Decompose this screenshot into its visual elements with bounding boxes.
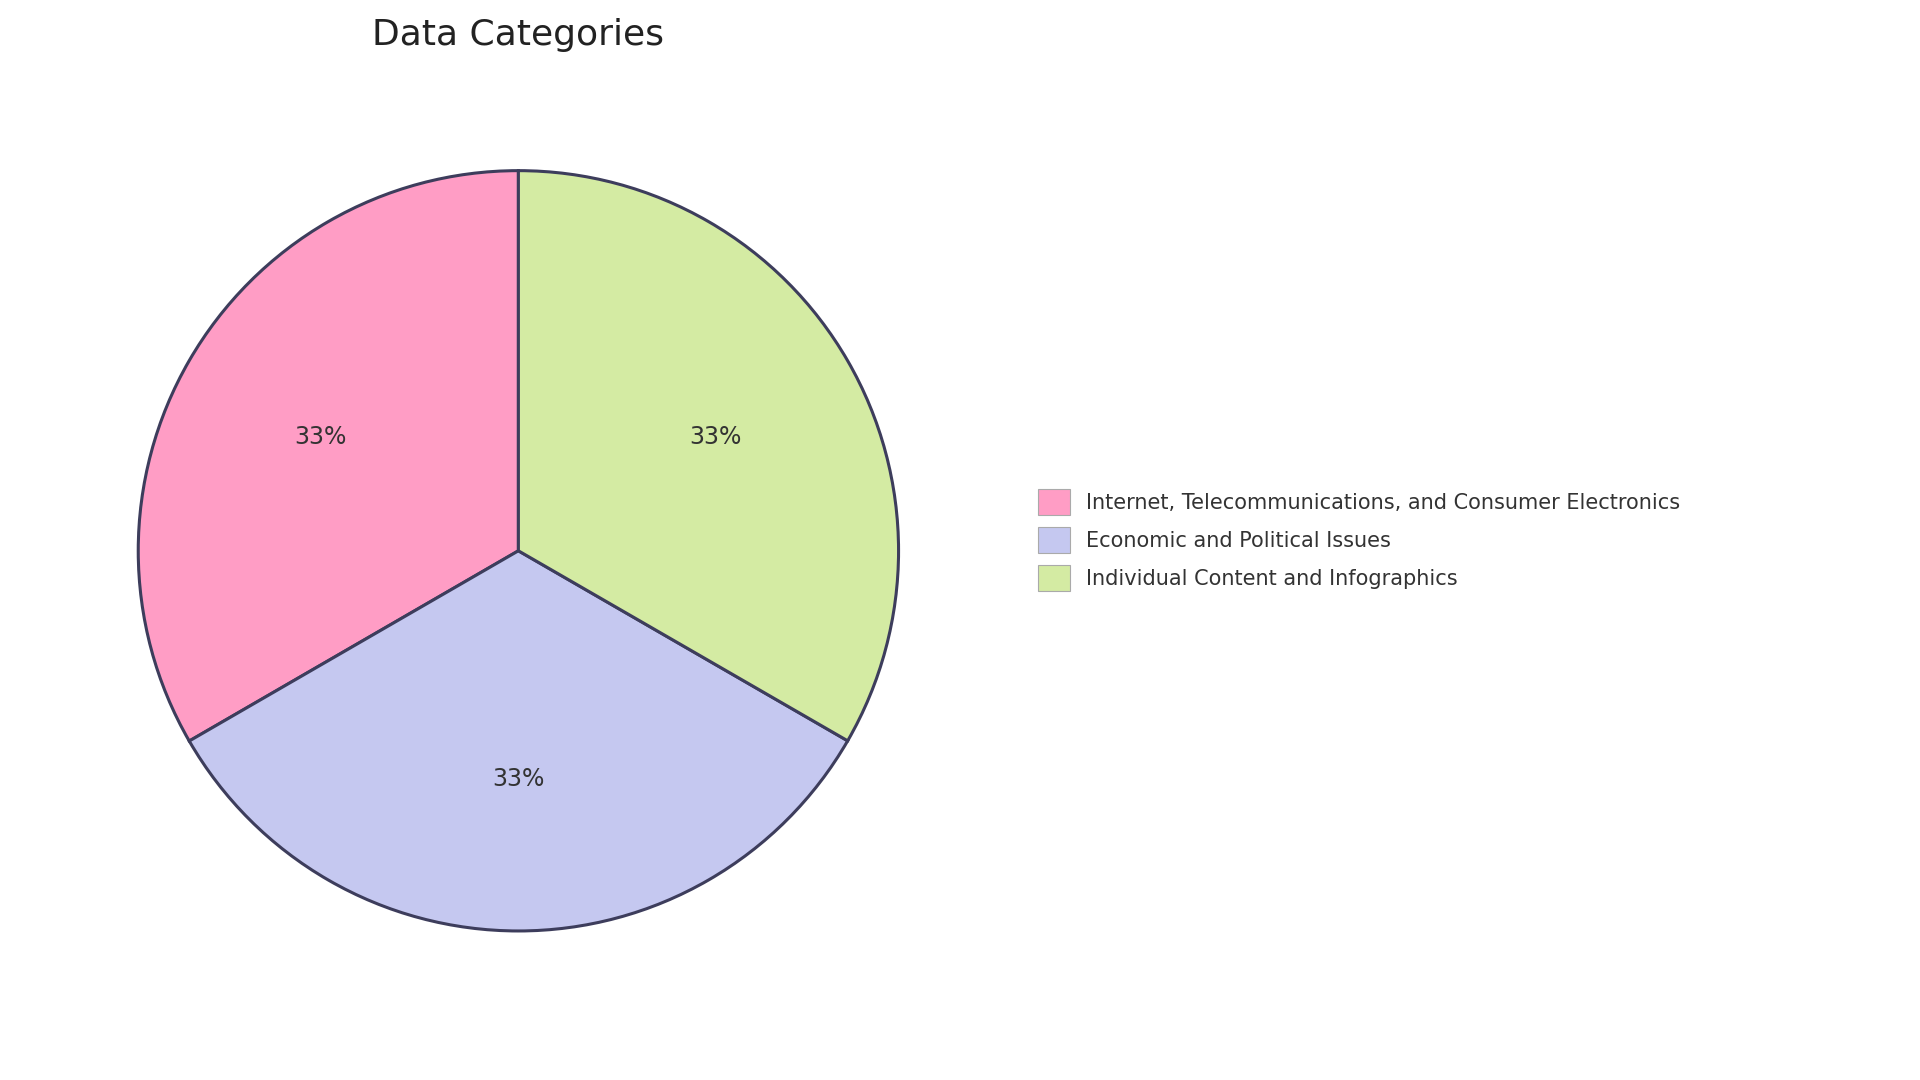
Wedge shape	[190, 551, 847, 931]
Title: Data Categories: Data Categories	[372, 18, 664, 52]
Wedge shape	[138, 171, 518, 741]
Text: 33%: 33%	[689, 424, 743, 448]
Legend: Internet, Telecommunications, and Consumer Electronics, Economic and Political I: Internet, Telecommunications, and Consum…	[1027, 478, 1692, 602]
Wedge shape	[518, 171, 899, 741]
Text: 33%: 33%	[492, 767, 545, 791]
Text: 33%: 33%	[294, 424, 348, 449]
